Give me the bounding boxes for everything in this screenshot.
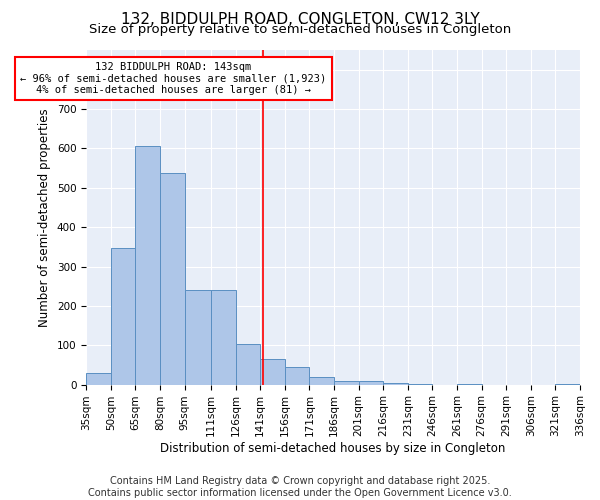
Bar bbox=[185, 290, 211, 384]
Bar bbox=[285, 368, 310, 384]
Bar bbox=[383, 383, 408, 384]
Bar bbox=[211, 290, 236, 384]
Bar bbox=[359, 382, 383, 384]
Text: Contains HM Land Registry data © Crown copyright and database right 2025.
Contai: Contains HM Land Registry data © Crown c… bbox=[88, 476, 512, 498]
X-axis label: Distribution of semi-detached houses by size in Congleton: Distribution of semi-detached houses by … bbox=[160, 442, 506, 455]
Text: 132 BIDDULPH ROAD: 143sqm
← 96% of semi-detached houses are smaller (1,923)
4% o: 132 BIDDULPH ROAD: 143sqm ← 96% of semi-… bbox=[20, 62, 326, 95]
Text: 132, BIDDULPH ROAD, CONGLETON, CW12 3LY: 132, BIDDULPH ROAD, CONGLETON, CW12 3LY bbox=[121, 12, 479, 28]
Bar bbox=[260, 359, 285, 384]
Text: Size of property relative to semi-detached houses in Congleton: Size of property relative to semi-detach… bbox=[89, 22, 511, 36]
Bar bbox=[236, 344, 260, 385]
Bar bbox=[136, 146, 160, 384]
Y-axis label: Number of semi-detached properties: Number of semi-detached properties bbox=[38, 108, 52, 326]
Bar bbox=[111, 248, 136, 384]
Bar bbox=[310, 376, 334, 384]
Bar bbox=[160, 173, 185, 384]
Bar bbox=[86, 373, 111, 384]
Bar bbox=[334, 380, 359, 384]
